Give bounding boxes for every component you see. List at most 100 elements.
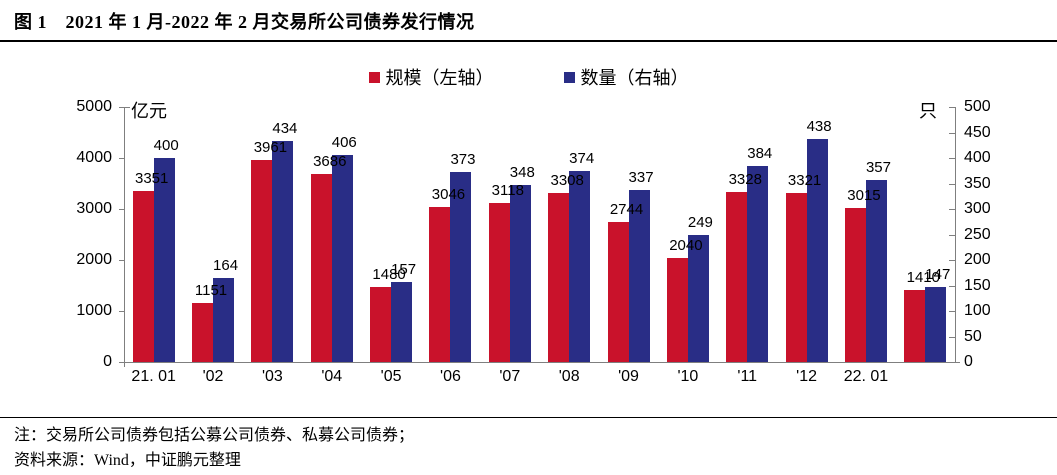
legend-item-scale: 规模（左轴） — [368, 64, 494, 90]
left-axis-tick — [119, 107, 124, 108]
right-axis-tick — [949, 234, 955, 236]
x-axis-tick-label: '03 — [261, 368, 283, 385]
figure-title: 图 1 2021 年 1 月-2022 年 2 月交易所公司债券发行情况 — [14, 12, 475, 32]
bar-value-label-scale: 3118 — [491, 182, 524, 199]
bar-value-label-count: 147 — [925, 266, 951, 283]
right-axis-tick-label: 100 — [964, 302, 991, 319]
left-axis-top-tick — [125, 107, 130, 108]
left-axis-tick — [119, 209, 124, 210]
left-axis-unit: 亿元 — [131, 101, 167, 121]
bar-count — [865, 180, 887, 362]
bar-count — [569, 171, 591, 362]
bar-value-label-count: 400 — [153, 137, 179, 154]
bar-value-label-count: 406 — [331, 134, 357, 151]
bar-count — [450, 172, 472, 362]
right-axis-tick-label: 300 — [964, 200, 991, 217]
left-axis-tick-label: 5000 — [76, 98, 112, 115]
bar-scale — [370, 287, 392, 362]
bar-value-label-count: 357 — [865, 159, 891, 176]
right-axis-tick-label: 350 — [964, 174, 991, 192]
left-axis-tick-label: 4000 — [76, 149, 112, 166]
bar-count — [509, 185, 531, 362]
left-axis-tick — [119, 311, 124, 312]
bar-count — [925, 287, 947, 362]
right-axis-unit: 只 — [919, 101, 937, 121]
bar-value-label-count: 337 — [628, 169, 654, 186]
right-axis-tick-label: 150 — [964, 276, 991, 294]
bar-value-label-scale: 2040 — [669, 237, 703, 254]
bar-count — [331, 155, 353, 362]
x-axis-tick-label: '04 — [321, 368, 343, 385]
x-axis-tick-label: '08 — [558, 368, 580, 385]
notes-divider — [0, 417, 1057, 418]
left-axis-line — [124, 107, 125, 367]
right-axis-tick — [949, 107, 955, 108]
bar-scale — [904, 290, 926, 362]
right-axis-tick — [949, 311, 955, 312]
legend-label-count: 数量（右轴） — [580, 68, 689, 88]
bar-scale — [310, 174, 332, 362]
bar-scale — [785, 193, 807, 362]
legend-item-count: 数量（右轴） — [563, 64, 689, 90]
bar-count — [628, 190, 650, 362]
x-axis-tick-label: 21. 01 — [131, 368, 176, 385]
right-axis-tick-label: 250 — [964, 225, 991, 243]
bar-value-label-count: 348 — [509, 164, 535, 181]
right-axis-tick-label: 450 — [964, 123, 991, 141]
bar-scale — [251, 160, 273, 362]
bar-scale — [192, 303, 214, 362]
x-axis-tick-label: '11 — [737, 368, 758, 385]
bar-count — [272, 141, 294, 362]
x-axis-tick-label: '09 — [618, 368, 639, 385]
bar-value-label-count: 374 — [569, 150, 595, 167]
right-axis-tick-label: 0 — [964, 353, 973, 370]
bar-scale — [726, 192, 748, 362]
bar-scale — [666, 258, 688, 362]
right-axis-tick — [949, 362, 955, 363]
bar-count — [687, 235, 709, 362]
bar-count — [391, 282, 413, 362]
note-text: 注：交易所公司债券包括公募公司债券、私募公司债券； — [14, 427, 415, 444]
left-axis-tick-label: 2000 — [76, 251, 112, 268]
bar-scale — [548, 193, 570, 362]
x-axis-tick-label: '12 — [796, 368, 818, 385]
left-axis-tick-label: 1000 — [76, 302, 112, 319]
left-axis-tick — [119, 260, 124, 261]
bar-value-label-scale: 1480 — [372, 266, 406, 283]
legend-swatch-scale-icon — [368, 71, 380, 83]
bar-value-label-count: 438 — [806, 118, 832, 135]
legend-label-scale: 规模（左轴） — [385, 68, 494, 88]
bar-count — [806, 139, 828, 362]
x-axis-line — [120, 362, 960, 363]
title-divider — [0, 40, 1057, 42]
bar-value-label-scale: 3046 — [431, 186, 466, 203]
bar-value-label-count: 164 — [213, 257, 239, 274]
source-text: 资料来源：Wind，中证鹏元整理 — [14, 452, 241, 469]
legend-swatch-count-icon — [563, 71, 575, 83]
bar-value-label-scale: 2744 — [609, 201, 644, 218]
chart-legend: 规模（左轴） 数量（右轴） — [0, 64, 1057, 90]
right-axis-tick — [949, 260, 955, 261]
right-axis-tick-label: 50 — [964, 327, 982, 345]
bar-value-label-count: 434 — [272, 120, 298, 137]
bar-value-label-scale: 3961 — [253, 139, 288, 156]
bar-value-label-scale: 3321 — [787, 172, 822, 189]
x-axis-tick-label: '07 — [499, 368, 521, 385]
x-axis-tick-label: '02 — [202, 368, 224, 385]
bar-value-label-count: 249 — [687, 214, 713, 231]
right-axis-line — [955, 107, 956, 362]
right-axis-tick-label: 500 — [964, 98, 991, 115]
right-axis-tick — [949, 158, 955, 159]
bar-count — [747, 166, 769, 362]
left-axis-tick-label: 0 — [103, 353, 112, 370]
bar-value-label-scale: 1410 — [906, 269, 940, 286]
bar-count — [153, 158, 175, 362]
bar-scale — [132, 191, 154, 362]
right-axis-tick-label: 400 — [964, 149, 991, 166]
right-axis-tick — [949, 336, 955, 338]
bar-value-label-scale: 1151 — [194, 282, 228, 299]
bar-value-label-scale: 3686 — [313, 153, 347, 170]
bar-value-label-scale: 3308 — [550, 172, 584, 189]
right-axis-tick-label: 200 — [964, 251, 991, 268]
